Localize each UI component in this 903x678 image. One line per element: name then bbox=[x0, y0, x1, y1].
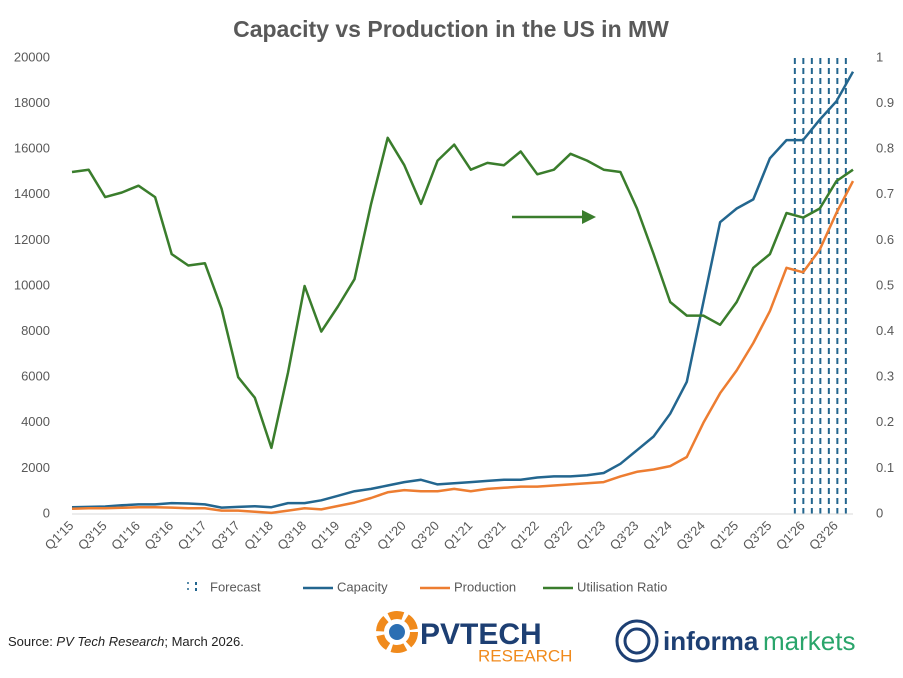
annotation-arrow bbox=[512, 210, 596, 224]
pvtech-logo: PVTECH RESEARCH bbox=[376, 611, 572, 665]
y-tick-label: 10000 bbox=[14, 277, 50, 292]
line-series bbox=[71, 71, 855, 509]
y2-tick-label: 0.8 bbox=[876, 141, 894, 156]
y2-tick-label: 0 bbox=[876, 505, 883, 520]
x-tick-label: Q1'25 bbox=[706, 518, 741, 553]
x-tick-label: Q3'23 bbox=[607, 518, 642, 553]
legend: Forecast Capacity Production Utilisation Ra… bbox=[187, 579, 667, 594]
y2-tick-label: 1 bbox=[876, 49, 883, 64]
x-tick-label: Q1'24 bbox=[640, 518, 675, 553]
x-tick-label: Q3'25 bbox=[740, 518, 775, 553]
y2-tick-label: 0.1 bbox=[876, 460, 894, 475]
y-tick-label: 16000 bbox=[14, 141, 50, 156]
x-tick-label: Q1'16 bbox=[108, 518, 143, 553]
pvtech-sub: RESEARCH bbox=[478, 646, 572, 665]
y2-tick-label: 0.6 bbox=[876, 232, 894, 247]
source-suffix: ; March 2026. bbox=[164, 634, 244, 649]
x-tick-label: Q1'15 bbox=[42, 518, 77, 553]
y2-tick-label: 0.5 bbox=[876, 277, 894, 292]
legend-label: Utilisation Ratio bbox=[577, 579, 667, 594]
x-tick-label: Q1'17 bbox=[175, 518, 210, 553]
line-series bbox=[71, 180, 855, 515]
y-tick-label: 12000 bbox=[14, 232, 50, 247]
x-tick-label: Q3'26 bbox=[806, 518, 841, 553]
markets-text: markets bbox=[763, 626, 855, 656]
informa-logo: informa markets bbox=[615, 619, 855, 663]
y2-tick-label: 0.9 bbox=[876, 95, 894, 110]
y-tick-label: 6000 bbox=[21, 369, 50, 384]
legend-label: Production bbox=[454, 579, 516, 594]
y-tick-label: 18000 bbox=[14, 95, 50, 110]
y2-tick-label: 0.4 bbox=[876, 323, 894, 338]
x-tick-label: Q1'26 bbox=[773, 518, 808, 553]
legend-label: Capacity bbox=[337, 579, 388, 594]
x-tick-label: Q3'19 bbox=[341, 518, 376, 553]
chart-title: Capacity vs Production in the US in MW bbox=[233, 16, 669, 42]
y-tick-label: 2000 bbox=[21, 460, 50, 475]
legend-label: Forecast bbox=[210, 579, 261, 594]
x-tick-label: Q1'21 bbox=[441, 518, 476, 553]
x-tick-label: Q1'19 bbox=[308, 518, 343, 553]
x-tick-label: Q3'22 bbox=[540, 518, 575, 553]
y-tick-label: 8000 bbox=[21, 323, 50, 338]
y2-tick-label: 0.7 bbox=[876, 186, 894, 201]
source-prefix: Source: bbox=[8, 634, 56, 649]
informa-text: informa bbox=[663, 626, 759, 656]
x-tick-label: Q3'17 bbox=[208, 518, 243, 553]
y2-tick-label: 0.3 bbox=[876, 369, 894, 384]
pvtech-text: PVTECH bbox=[420, 618, 542, 651]
y2-tick-label: 0.2 bbox=[876, 414, 894, 429]
source: Source: PV Tech Research; March 2026. bbox=[8, 634, 244, 649]
y-tick-label: 4000 bbox=[21, 414, 50, 429]
x-tick-label: Q3'16 bbox=[141, 518, 176, 553]
y-tick-label: 14000 bbox=[14, 186, 50, 201]
x-tick-label: Q1'20 bbox=[374, 518, 409, 553]
x-tick-label: Q3'15 bbox=[75, 518, 110, 553]
x-tick-label: Q3'18 bbox=[274, 518, 309, 553]
line-series bbox=[71, 136, 854, 450]
x-tick-label: Q1'23 bbox=[573, 518, 608, 553]
x-tick-label: Q1'22 bbox=[507, 518, 542, 553]
x-tick-label: Q3'20 bbox=[407, 518, 442, 553]
source-name: PV Tech Research bbox=[56, 634, 164, 649]
x-tick-label: Q3'21 bbox=[474, 518, 509, 553]
x-tick-label: Q1'18 bbox=[241, 518, 276, 553]
x-tick-label: Q3'24 bbox=[673, 518, 708, 553]
y-tick-label: 0 bbox=[43, 505, 50, 520]
y-tick-label: 20000 bbox=[14, 49, 50, 64]
